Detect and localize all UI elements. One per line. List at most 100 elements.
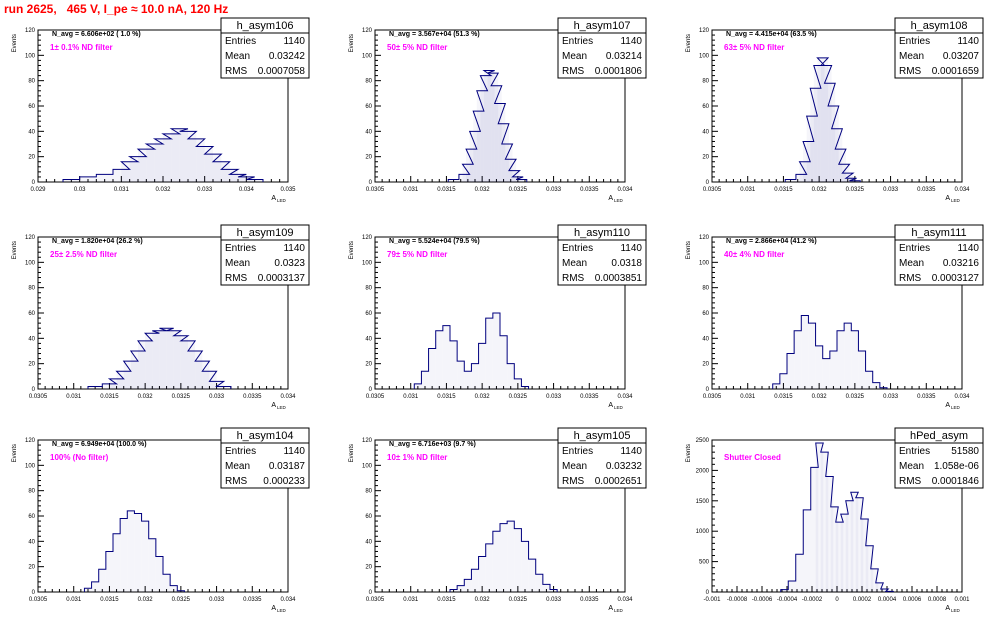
- y-tick-label: 0: [706, 590, 710, 596]
- x-axis-label-sub: LED: [951, 405, 961, 410]
- x-tick-label: 0.034: [239, 187, 255, 193]
- stats-value-mean: 0.03232: [606, 461, 643, 472]
- x-tick-label: -0.001: [703, 597, 721, 603]
- x-axis-label-sub: LED: [614, 405, 624, 410]
- y-tick-label: 60: [28, 514, 35, 520]
- histogram-bin: [109, 378, 124, 389]
- x-axis-label-sub: LED: [951, 198, 961, 203]
- histogram-bin: [535, 574, 543, 592]
- y-tick-label: 40: [28, 129, 35, 135]
- histogram-bin: [113, 169, 130, 182]
- stats-label-mean: Mean: [225, 258, 250, 269]
- navg-label: N_avg = 5.524e+04 (79.5 %): [389, 238, 480, 245]
- histogram-bin: [825, 476, 834, 592]
- x-axis-label-sub: LED: [277, 198, 287, 203]
- x-tick-label: 0.0335: [580, 394, 599, 400]
- panel-h_asym106: 0 20 40 60 80 100 120 0.029 0.03 0.031 0.032 0.033 0…: [12, 17, 310, 203]
- y-tick-label: 120: [25, 28, 36, 34]
- histogram-bin: [428, 348, 436, 389]
- y-axis-label: Events: [349, 444, 355, 462]
- histogram-bin: [464, 579, 472, 592]
- stats-label-entries: Entries: [899, 446, 930, 457]
- stats-box: [894, 427, 984, 489]
- histogram-bin: [96, 174, 113, 182]
- histogram-bin: [824, 83, 836, 182]
- y-tick-label: 40: [28, 336, 35, 342]
- x-tick-label: 0.034: [954, 394, 970, 400]
- stats-box: [557, 17, 647, 79]
- histogram-bin: [177, 590, 185, 592]
- histogram-bin: [63, 179, 80, 182]
- histogram-bin: [130, 351, 146, 389]
- stats-value-mean: 0.03214: [606, 51, 643, 62]
- y-tick-label: 0: [369, 180, 373, 186]
- y-tick-label: 80: [28, 286, 35, 292]
- x-axis-label: A: [945, 195, 950, 202]
- histogram-bin: [505, 159, 517, 182]
- histogram-bin: [501, 144, 513, 182]
- stats-value-rms: 0.0003127: [932, 273, 980, 284]
- stats-value-entries: 1140: [283, 446, 305, 457]
- histogram-bin: [204, 154, 222, 182]
- histogram-bin: [851, 330, 859, 389]
- histogram-bin: [159, 328, 174, 389]
- histogram-bin: [155, 556, 163, 592]
- histogram-bin: [195, 361, 210, 389]
- stats-box: [557, 427, 647, 489]
- histogram-bin: [421, 371, 429, 389]
- histogram-bin: [464, 371, 472, 389]
- stats-label-rms: RMS: [899, 273, 922, 284]
- histogram-bin: [785, 179, 796, 182]
- y-tick-label: 20: [365, 362, 372, 368]
- y-tick-label: 2500: [696, 438, 710, 444]
- histogram-bin: [772, 383, 780, 389]
- histogram-bin: [521, 541, 529, 592]
- x-tick-label: -0.0002: [802, 597, 823, 603]
- panel-hPed_asym: 0 500 1000 1500 2000 2500 -0.001 -0.0008 -0.0006…: [686, 427, 984, 613]
- y-tick-label: 20: [702, 155, 709, 161]
- y-tick-label: 2000: [696, 468, 710, 474]
- panel-h_asym111: 0 20 40 60 80 100 120 0.0305 0.031 0.0315 0.032 0.0…: [686, 224, 984, 410]
- x-tick-label: 0.0325: [172, 394, 191, 400]
- histogram-bin: [835, 522, 844, 592]
- histogram-bin: [803, 509, 811, 592]
- histogram-bin: [512, 176, 524, 182]
- histogram-bin: [209, 381, 224, 389]
- stats-value-entries: 1140: [957, 243, 979, 254]
- x-axis-label: A: [271, 605, 276, 612]
- x-tick-label: 0.0006: [903, 597, 922, 603]
- y-axis-label: Events: [349, 34, 355, 52]
- histogram-bin: [855, 497, 864, 592]
- x-tick-label: 0.031: [403, 597, 419, 603]
- histogram-bin: [98, 569, 106, 592]
- histogram-bin: [880, 588, 889, 592]
- histogram-bin: [102, 383, 117, 389]
- y-tick-label: 40: [702, 336, 709, 342]
- histogram-series: [780, 442, 894, 592]
- x-tick-label: 0.033: [546, 187, 562, 193]
- y-tick-label: 100: [699, 260, 710, 266]
- stats-box: [220, 224, 310, 286]
- stats-value-rms: 0.0002651: [595, 476, 643, 487]
- panel-h_asym107: 0 20 40 60 80 100 120 0.0305 0.031 0.0315 0.032 0.0…: [349, 17, 647, 203]
- histogram-bin: [188, 138, 205, 182]
- x-tick-label: 0.032: [138, 597, 154, 603]
- stats-value-mean: 1.058e-06: [934, 461, 979, 472]
- histogram-bin: [221, 169, 238, 182]
- y-tick-label: 40: [28, 539, 35, 545]
- y-tick-label: 0: [369, 387, 373, 393]
- stats-label-mean: Mean: [562, 461, 587, 472]
- x-tick-label: -0.0006: [752, 597, 773, 603]
- y-tick-label: 60: [365, 514, 372, 520]
- x-tick-label: 0.033: [197, 187, 213, 193]
- y-tick-label: 120: [362, 235, 373, 241]
- x-tick-label: 0.033: [883, 187, 899, 193]
- histogram-bin: [116, 371, 131, 389]
- x-tick-label: 0.034: [280, 597, 296, 603]
- histogram-bin: [500, 523, 508, 592]
- histogram-bin: [105, 551, 113, 592]
- y-tick-label: 0: [706, 387, 710, 393]
- x-tick-label: 0.0325: [172, 597, 191, 603]
- y-tick-label: 60: [365, 311, 372, 317]
- x-tick-label: 0.0325: [846, 187, 865, 193]
